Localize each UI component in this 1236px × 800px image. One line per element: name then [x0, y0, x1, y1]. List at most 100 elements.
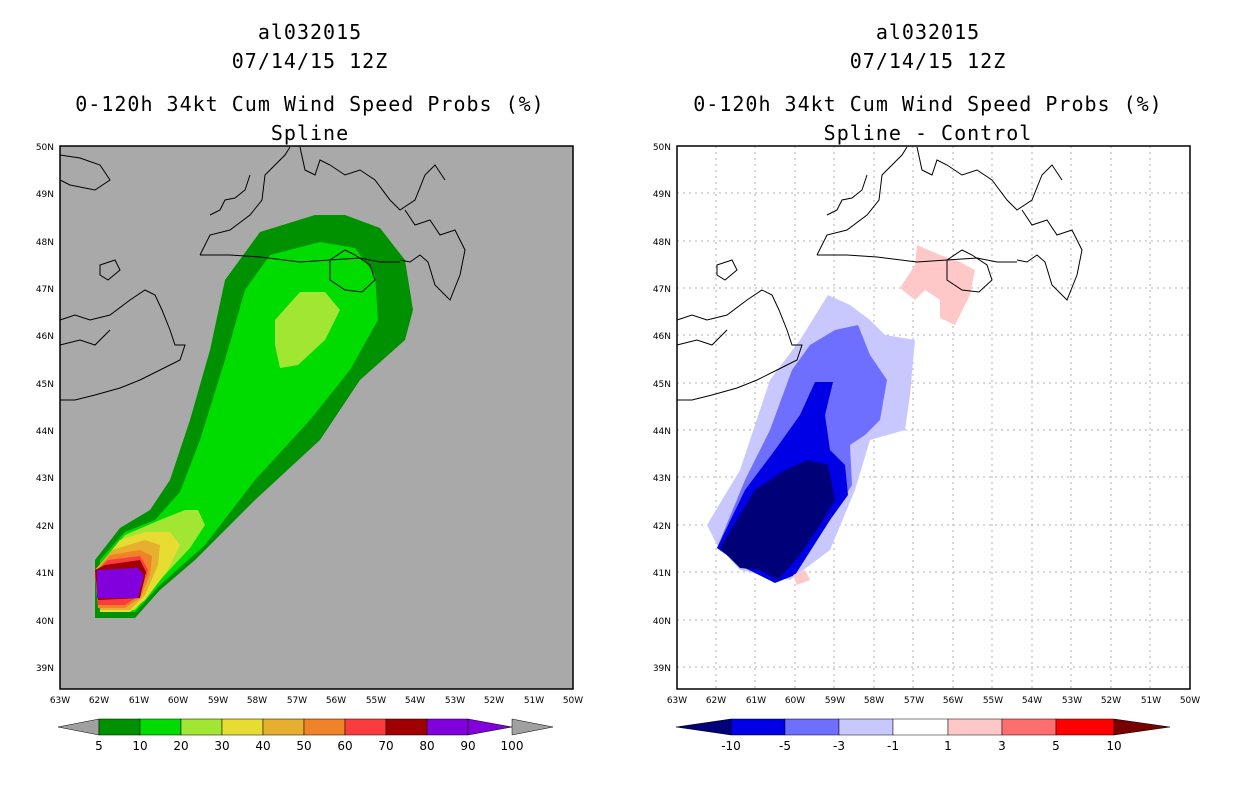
lon-label: 62W [89, 696, 109, 706]
lat-label: 48N [36, 238, 54, 248]
lat-label: 41N [36, 569, 54, 579]
left-colorbar-arrow-low [57, 718, 100, 736]
left-colorbar-labels: 5 10 20 30 40 50 60 70 80 90 100 [95, 739, 523, 753]
lat-label: 39N [653, 664, 671, 674]
right-colorbar-swatch [947, 718, 1003, 736]
lon-label: 60W [168, 696, 188, 706]
lat-label: 46N [36, 332, 54, 342]
lat-label: 49N [36, 190, 54, 200]
right-colorbar-label: -1 [887, 739, 899, 753]
right-colorbar-label: -5 [779, 739, 791, 753]
right-colorbar-label: 3 [998, 739, 1006, 753]
lon-label: 53W [445, 696, 465, 706]
lat-label: 49N [653, 190, 671, 200]
lon-label: 58W [864, 696, 884, 706]
lat-label: 43N [36, 474, 54, 484]
left-colorbar-label: 90 [460, 739, 475, 753]
left-map-panel [59, 145, 574, 690]
lat-label: 43N [653, 474, 671, 484]
lat-label: 42N [653, 522, 671, 532]
lat-label: 46N [653, 332, 671, 342]
lon-label: 57W [904, 696, 924, 706]
right-colorbar [675, 718, 1171, 736]
left-colorbar-label: 80 [419, 739, 434, 753]
left-colorbar-swatch [98, 718, 141, 736]
left-colorbar-swatch [303, 718, 346, 736]
left-colorbar-swatch [262, 718, 305, 736]
left-prob-100-contour [97, 568, 144, 598]
lon-label: 51W [524, 696, 544, 706]
right-colorbar-label: 5 [1052, 739, 1060, 753]
left-subtitle: Spline [270, 121, 350, 145]
lon-label: 55W [983, 696, 1003, 706]
left-product-title: 0-120h 34kt Cum Wind Speed Probs (%) [75, 92, 545, 116]
right-datetime: 07/14/15 12Z [849, 49, 1007, 73]
lon-label: 50W [1180, 696, 1200, 706]
left-colorbar-label: 60 [337, 739, 352, 753]
lat-label: 44N [36, 427, 54, 437]
lat-label: 39N [36, 664, 54, 674]
lat-label: 50N [653, 143, 671, 153]
lon-label: 63W [50, 696, 70, 706]
right-colorbar-label: 10 [1106, 739, 1121, 753]
lon-label: 60W [785, 696, 805, 706]
right-colorbar-swatch [1001, 718, 1057, 736]
left-colorbar-swatch [221, 718, 264, 736]
lon-label: 51W [1141, 696, 1161, 706]
left-colorbar-arrow-high [511, 718, 554, 736]
left-colorbar-label: 50 [296, 739, 311, 753]
left-colorbar-label: 20 [173, 739, 188, 753]
lon-label: 56W [943, 696, 963, 706]
right-map-background [677, 146, 1190, 689]
right-colorbar-swatch [838, 718, 894, 736]
left-colorbar-label: 100 [501, 739, 524, 753]
left-colorbar-label: 5 [95, 739, 103, 753]
lon-label: 56W [326, 696, 346, 706]
right-map-panel [676, 145, 1191, 690]
right-colorbar-swatch [730, 718, 786, 736]
right-product-title: 0-120h 34kt Cum Wind Speed Probs (%) [693, 92, 1163, 116]
left-map-frame [59, 145, 574, 690]
left-colorbar-label: 70 [378, 739, 393, 753]
lon-label: 61W [746, 696, 766, 706]
right-diff-pos1-contour [900, 245, 975, 325]
lat-label: 47N [653, 285, 671, 295]
right-colorbar-labels: -10 -5 -3 -1 1 3 5 10 [721, 739, 1121, 753]
left-colorbar-swatch-end [467, 718, 513, 736]
lon-label: 58W [247, 696, 267, 706]
right-subtitle: Spline - Control [823, 121, 1033, 145]
lon-label: 53W [1062, 696, 1082, 706]
left-colorbar-label: 30 [214, 739, 229, 753]
lon-label: 55W [366, 696, 386, 706]
right-colorbar-swatch [784, 718, 840, 736]
lat-label: 41N [653, 569, 671, 579]
left-colorbar [57, 718, 554, 736]
lon-label: 59W [208, 696, 228, 706]
right-colorbar-swatch [892, 718, 949, 736]
right-colorbar-label: 1 [944, 739, 952, 753]
left-colorbar-swatch [344, 718, 387, 736]
left-storm-id: al032015 [257, 20, 363, 44]
right-map-frame [676, 145, 1191, 690]
right-storm-id: al032015 [875, 20, 981, 44]
lon-label: 57W [287, 696, 307, 706]
lon-label: 59W [825, 696, 845, 706]
lon-label: 61W [129, 696, 149, 706]
lon-label: 52W [1101, 696, 1121, 706]
left-colorbar-label: 40 [255, 739, 270, 753]
lat-label: 48N [653, 238, 671, 248]
left-colorbar-swatch [139, 718, 182, 736]
right-coastline [676, 146, 1083, 401]
lon-label: 50W [563, 696, 583, 706]
right-gridlines [677, 146, 1190, 689]
right-colorbar-label: -3 [833, 739, 845, 753]
left-prob-30-contour [275, 292, 340, 368]
lon-label: 63W [667, 696, 687, 706]
lon-label: 54W [405, 696, 425, 706]
lat-label: 45N [653, 380, 671, 390]
lat-label: 40N [36, 617, 54, 627]
right-diff-pos1-small [793, 570, 810, 585]
right-diff-neg10-contour [720, 460, 835, 580]
left-colorbar-label: 10 [132, 739, 147, 753]
